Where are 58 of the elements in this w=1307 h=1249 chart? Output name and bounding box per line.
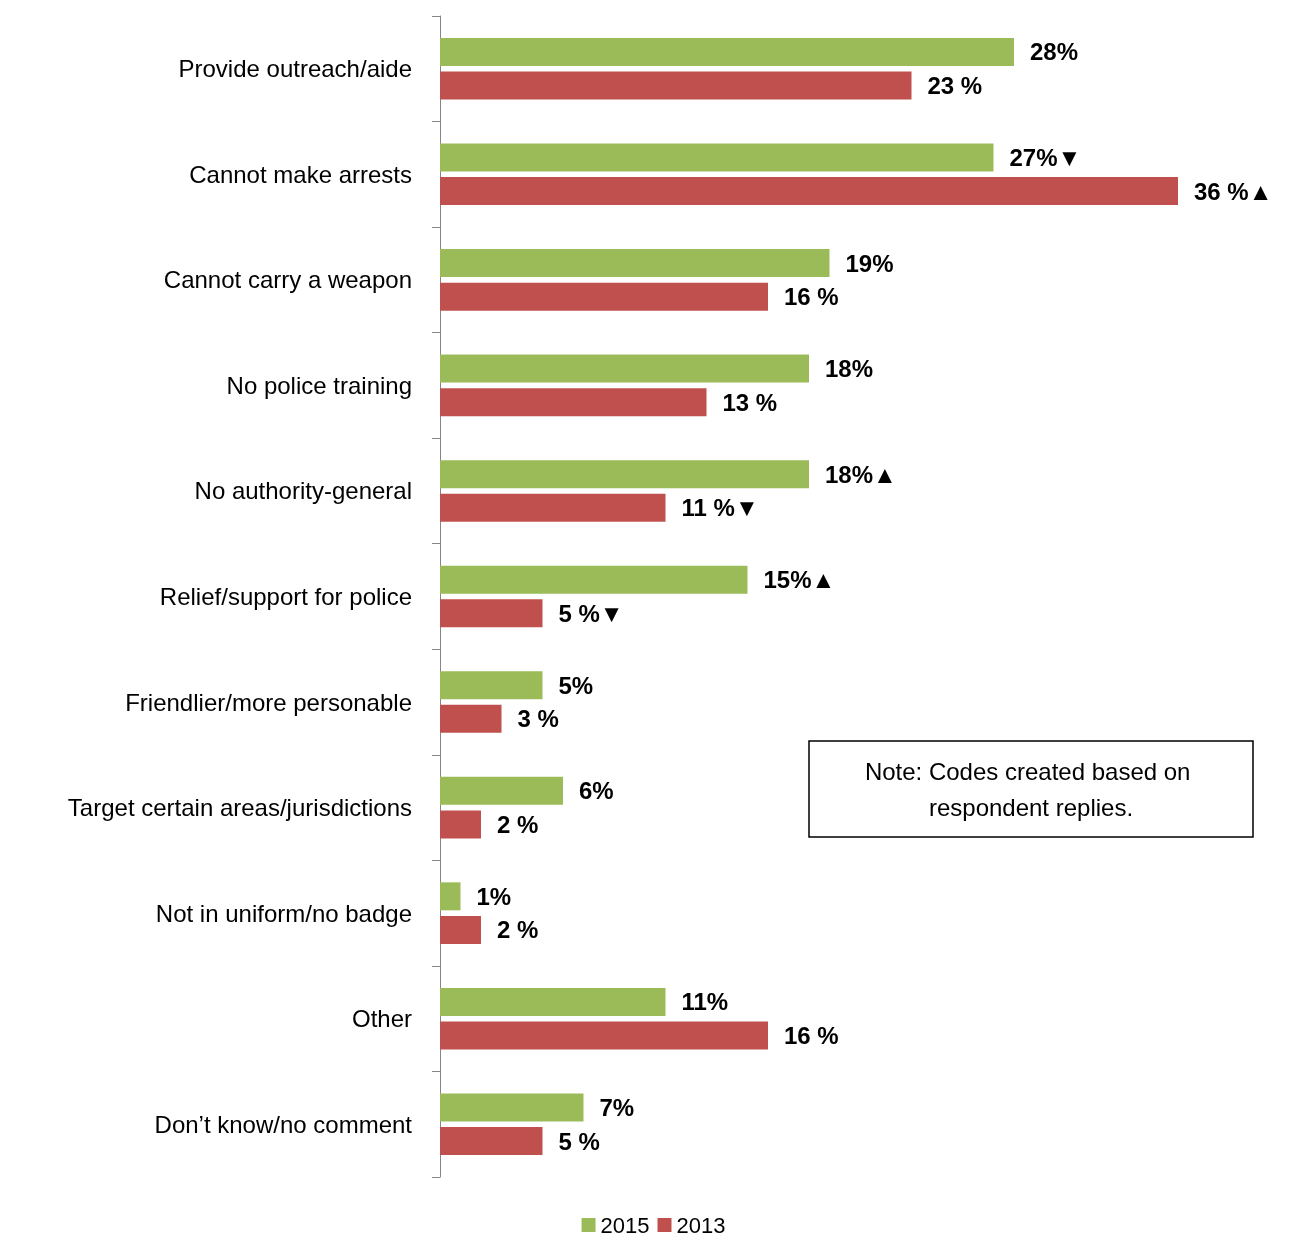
data-label: 1% <box>476 882 512 910</box>
bar <box>440 493 666 522</box>
y-tick-label: Relief/support for police <box>159 583 412 610</box>
data-label: 5 %▼ <box>558 599 624 627</box>
bar <box>440 249 830 278</box>
y-tick-label: Friendlier/more personable <box>125 688 412 716</box>
data-label: 16 % <box>784 1021 839 1049</box>
bar <box>440 1127 543 1156</box>
bar <box>440 704 502 733</box>
bar <box>440 565 748 594</box>
y-tick-label: Not in uniform/no badge <box>155 899 412 927</box>
data-label: 19% <box>845 249 894 277</box>
bar <box>440 177 1178 206</box>
data-label: 27%▼ <box>1009 144 1082 172</box>
y-tick-label: Cannot carry a weapon <box>163 266 412 294</box>
data-label: 23 % <box>927 72 983 100</box>
legend-label: 2015 <box>600 1212 650 1238</box>
data-label: 13 % <box>722 388 778 416</box>
data-label: 2 % <box>497 916 539 944</box>
data-label: 16 % <box>784 283 839 311</box>
data-label: 15%▲ <box>763 566 836 594</box>
bar <box>440 882 461 911</box>
bar <box>440 388 707 417</box>
bar <box>440 776 563 805</box>
data-label: 2 % <box>497 810 539 838</box>
data-label: 5 % <box>558 1127 600 1155</box>
y-tick-label: No police training <box>226 371 412 399</box>
bar <box>440 354 809 383</box>
data-label: 18% <box>825 355 874 383</box>
y-tick-label: Target certain areas/jurisdictions <box>67 794 412 822</box>
bar <box>440 810 481 839</box>
bar <box>440 915 481 944</box>
data-label: 6% <box>579 777 614 805</box>
data-label: 36 %▲ <box>1194 177 1273 205</box>
legend-label: 2013 <box>676 1212 726 1238</box>
data-label: 11 %▼ <box>681 494 759 522</box>
y-tick-label: Don’t know/no comment <box>154 1110 413 1138</box>
annotation: Note: Codes created based on respondent replies. <box>864 757 1198 821</box>
bar <box>440 1021 768 1050</box>
y-tick-label: Provide outreach/aide <box>178 55 412 83</box>
bar <box>440 37 1014 66</box>
bar <box>440 1093 584 1122</box>
bar <box>440 599 543 628</box>
data-label: 28% <box>1030 38 1079 66</box>
data-label: 11% <box>681 988 729 1016</box>
y-tick-label: Cannot make arrests <box>189 160 412 188</box>
bar <box>440 143 994 172</box>
data-label: 7% <box>599 1093 635 1121</box>
data-label: 18%▲ <box>825 460 897 488</box>
bar <box>440 987 666 1016</box>
bar <box>440 671 543 700</box>
bar <box>440 282 768 311</box>
y-tick-label: No authority-general <box>194 477 412 505</box>
bar <box>440 71 912 100</box>
y-tick-label: Other <box>351 1005 412 1033</box>
data-label: 3 % <box>517 705 559 733</box>
bar <box>440 460 809 489</box>
data-label: 5% <box>558 671 594 699</box>
